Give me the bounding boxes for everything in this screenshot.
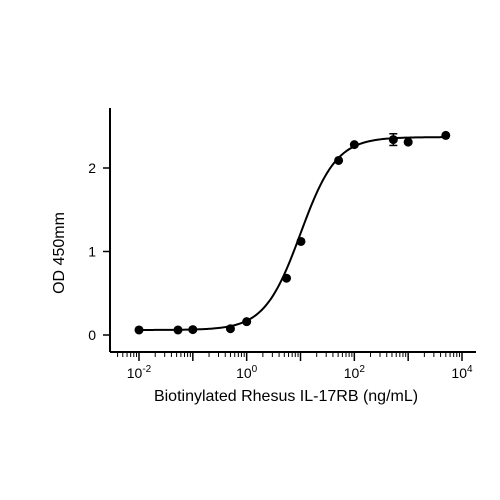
data-point (334, 155, 344, 165)
plot-area: 0 1 2 10-2 100 102 104 (88, 108, 476, 381)
data-point (242, 317, 252, 327)
y-axis-title: OD 450mm (51, 212, 68, 294)
data-point (403, 137, 413, 147)
data-point (282, 273, 292, 283)
data-point (188, 325, 198, 335)
data-point (296, 236, 306, 246)
y-tick-label: 2 (88, 160, 96, 176)
data-point (225, 324, 235, 334)
x-axis-title: Biotinylated Rhesus IL-17RB (ng/mL) (154, 388, 418, 405)
data-point (388, 135, 398, 145)
y-tick-label: 0 (88, 327, 96, 343)
data-point (349, 140, 359, 150)
data-point (173, 325, 183, 335)
y-tick-label: 1 (88, 244, 96, 260)
x-tick-label: 104 (451, 364, 473, 381)
x-tick-label: 100 (236, 364, 258, 381)
x-tick-label: 10-2 (127, 364, 152, 381)
data-point (134, 325, 144, 335)
fit-curve (138, 136, 446, 331)
x-tick-label: 102 (344, 364, 366, 381)
data-point (441, 130, 451, 140)
